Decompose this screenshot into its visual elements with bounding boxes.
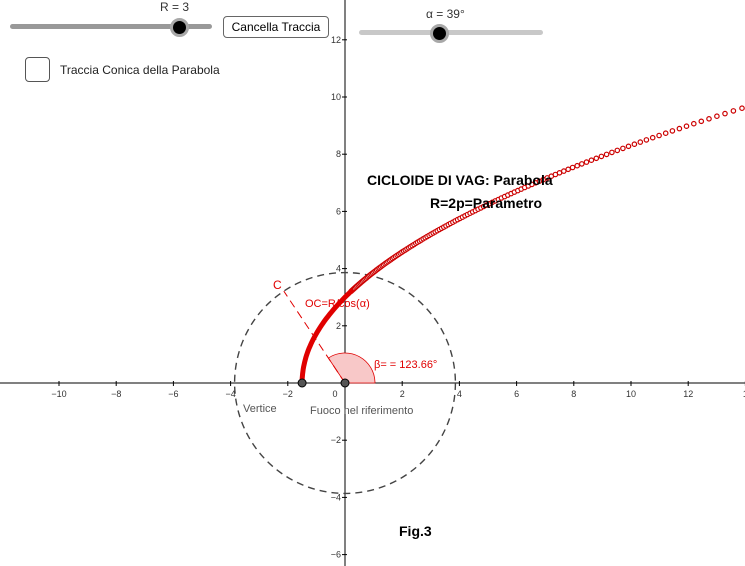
beta-angle-label: β= = 123.66°: [374, 359, 437, 371]
trace-point: [614, 147, 621, 154]
parabola-trace-points: [348, 105, 745, 294]
trace-point: [698, 118, 705, 125]
trace-point: [643, 137, 650, 143]
diagram-title-line2: R=2p=Parametro: [430, 195, 542, 211]
trace-point: [598, 153, 605, 160]
trace-point: [609, 149, 615, 156]
trace-point: [583, 159, 590, 165]
conic-trace-checkbox[interactable]: [25, 57, 50, 82]
x-tick-label: 10: [626, 389, 636, 399]
x-tick-label: −8: [111, 389, 121, 399]
trace-point: [625, 143, 632, 150]
y-tick-label: 12: [331, 35, 341, 45]
cancel-trace-button[interactable]: Cancella Traccia: [223, 16, 329, 38]
r-slider-handle[interactable]: [169, 18, 189, 37]
dashed-circle: [233, 271, 457, 495]
r-slider-track[interactable]: [10, 24, 212, 29]
y-tick-label: −4: [331, 492, 341, 502]
point-c-label: C: [273, 278, 282, 292]
trace-point: [649, 134, 656, 141]
trace-point: [669, 128, 676, 134]
trace-point: [683, 123, 690, 130]
y-tick-label: 6: [336, 206, 341, 216]
trace-point: [714, 113, 720, 120]
trace-point: [739, 105, 745, 112]
y-tick-label: 4: [336, 264, 341, 274]
trace-point: [620, 145, 626, 152]
trace-point: [588, 157, 595, 164]
trace-point: [565, 166, 572, 173]
alpha-slider-label: α = 39°: [426, 7, 465, 21]
trace-point: [662, 130, 669, 137]
r-slider-label: R = 3: [160, 0, 190, 14]
conic-trace-checkbox-label: Traccia Conica della Parabola: [60, 63, 220, 77]
trace-point: [560, 168, 567, 174]
y-tick-label: 2: [336, 321, 341, 331]
reference-circle: [233, 271, 457, 495]
trace-point: [574, 162, 581, 169]
y-tick-label: 8: [336, 149, 341, 159]
x-tick-label: 4: [457, 389, 462, 399]
x-tick-label: 0: [332, 389, 337, 399]
trace-point: [676, 125, 683, 132]
oc-label: OC=R/cos(α): [305, 298, 370, 310]
y-tick-label: −2: [331, 435, 341, 445]
x-tick-label: 6: [514, 389, 519, 399]
x-tick-label: 1: [743, 389, 745, 399]
trace-point: [603, 151, 610, 158]
trace-point: [593, 155, 600, 162]
vertex-label: Vertice: [243, 403, 277, 415]
trace-point: [730, 108, 737, 114]
focus-point[interactable]: [340, 378, 350, 388]
x-tick-label: 12: [683, 389, 693, 399]
trace-point: [656, 132, 662, 139]
trace-point: [722, 110, 728, 117]
x-tick-label: −4: [225, 389, 235, 399]
figure-label: Fig.3: [399, 523, 432, 539]
alpha-slider-track[interactable]: [359, 30, 543, 35]
vertex-point[interactable]: [297, 378, 307, 388]
y-tick-label: −6: [331, 550, 341, 560]
trace-point: [578, 161, 585, 167]
trace-point: [706, 116, 712, 122]
trace-point: [631, 141, 638, 148]
alpha-slider-handle[interactable]: [430, 24, 450, 43]
x-tick-label: 8: [571, 389, 576, 399]
trace-point: [569, 164, 576, 171]
x-tick-label: −6: [168, 389, 178, 399]
x-tick-label: −2: [283, 389, 293, 399]
diagram-title-line1: CICLOIDE DI VAG: Parabola: [367, 172, 553, 188]
y-tick-label: 10: [331, 92, 341, 102]
focus-label: Fuoco nel riferimento: [310, 405, 413, 417]
x-tick-label: −10: [51, 389, 66, 399]
trace-point: [637, 139, 644, 145]
trace-point: [690, 120, 697, 127]
parabola-solid-curve: [299, 288, 354, 386]
x-tick-label: 2: [400, 389, 405, 399]
beta-angle-sector: [327, 352, 376, 384]
